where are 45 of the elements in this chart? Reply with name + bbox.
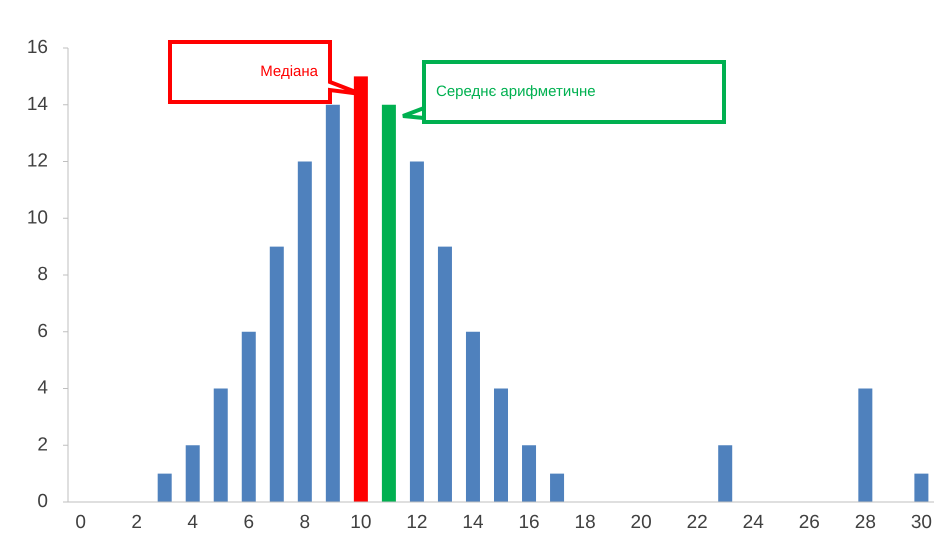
x-tick-label: 26 bbox=[798, 512, 820, 533]
bar bbox=[466, 332, 480, 502]
x-tick-label: 18 bbox=[574, 512, 596, 533]
x-tick-label: 28 bbox=[854, 512, 876, 533]
y-tick-label: 12 bbox=[26, 150, 48, 172]
x-tick-label: 16 bbox=[518, 512, 540, 533]
bar bbox=[354, 76, 368, 502]
bar bbox=[410, 162, 424, 502]
x-tick-label: 24 bbox=[742, 512, 764, 533]
bar bbox=[858, 388, 872, 502]
bar bbox=[298, 162, 312, 502]
y-tick-label: 4 bbox=[37, 378, 48, 399]
bar bbox=[914, 474, 928, 502]
y-tick-label: 6 bbox=[37, 320, 48, 342]
x-tick-label: 8 bbox=[300, 512, 310, 533]
y-tick-label: 0 bbox=[37, 491, 48, 512]
bar bbox=[718, 445, 732, 502]
x-tick-label: 2 bbox=[131, 512, 142, 533]
x-tick-label: 0 bbox=[75, 512, 86, 533]
y-tick-label: 10 bbox=[26, 207, 48, 228]
y-tick-label: 8 bbox=[37, 264, 48, 286]
bar bbox=[438, 246, 452, 502]
x-tick-label: 20 bbox=[630, 512, 652, 533]
x-tick-label: 30 bbox=[910, 512, 932, 533]
bar bbox=[270, 246, 284, 502]
y-tick-label: 16 bbox=[26, 37, 48, 58]
bar bbox=[382, 104, 396, 502]
bar bbox=[186, 445, 200, 502]
y-tick-label: 14 bbox=[26, 94, 48, 115]
x-tick-label: 6 bbox=[243, 512, 254, 533]
annotation: Медіана bbox=[260, 62, 319, 80]
bar bbox=[158, 474, 172, 502]
bar bbox=[326, 104, 340, 502]
x-tick-label: 10 bbox=[350, 512, 372, 533]
x-tick-label: 22 bbox=[686, 512, 708, 533]
y-tick-label: 2 bbox=[37, 434, 48, 456]
x-tick-label: 4 bbox=[187, 512, 198, 533]
bar bbox=[550, 474, 564, 502]
bar bbox=[214, 388, 228, 502]
x-tick-label: 14 bbox=[462, 512, 484, 533]
bar bbox=[522, 445, 536, 502]
bar bbox=[494, 388, 508, 502]
x-tick-label: 12 bbox=[406, 512, 428, 533]
bar bbox=[242, 332, 256, 502]
annotation: Середнє арифметичне bbox=[436, 82, 596, 100]
